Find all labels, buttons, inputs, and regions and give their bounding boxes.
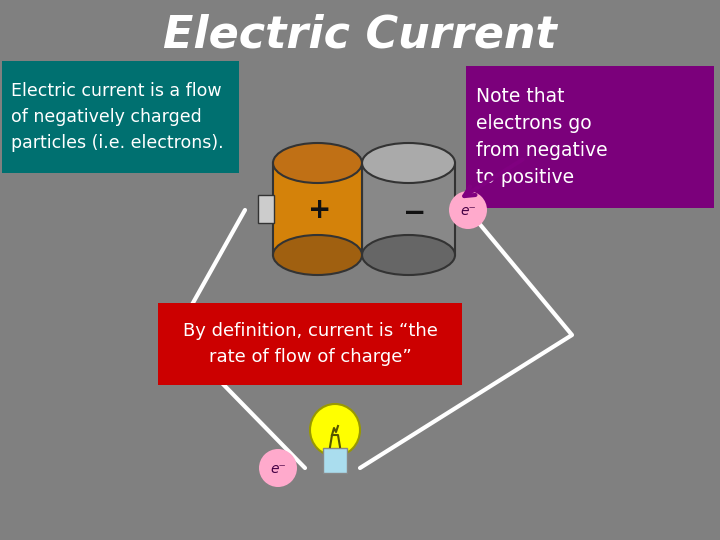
Ellipse shape	[362, 235, 455, 275]
Bar	[258, 195, 274, 223]
Bar	[362, 163, 455, 255]
Text: −: −	[403, 199, 427, 227]
FancyBboxPatch shape	[2, 61, 239, 173]
FancyBboxPatch shape	[323, 448, 347, 473]
Text: +: +	[308, 196, 332, 224]
Ellipse shape	[310, 404, 360, 456]
Ellipse shape	[362, 143, 455, 183]
Text: By definition, current is “the
rate of flow of charge”: By definition, current is “the rate of f…	[183, 322, 438, 366]
Text: e⁻: e⁻	[270, 462, 286, 476]
Ellipse shape	[273, 143, 362, 183]
Bar	[273, 163, 362, 255]
Text: Electric Current: Electric Current	[163, 14, 557, 57]
FancyBboxPatch shape	[158, 303, 462, 385]
Text: e⁻: e⁻	[460, 204, 476, 218]
FancyBboxPatch shape	[466, 66, 714, 208]
Ellipse shape	[273, 235, 362, 275]
Text: Note that
electrons go
from negative
to positive: Note that electrons go from negative to …	[476, 86, 608, 187]
Ellipse shape	[259, 449, 297, 487]
Text: Electric current is a flow
of negatively charged
particles (i.e. electrons).: Electric current is a flow of negatively…	[11, 82, 224, 152]
Ellipse shape	[449, 191, 487, 229]
